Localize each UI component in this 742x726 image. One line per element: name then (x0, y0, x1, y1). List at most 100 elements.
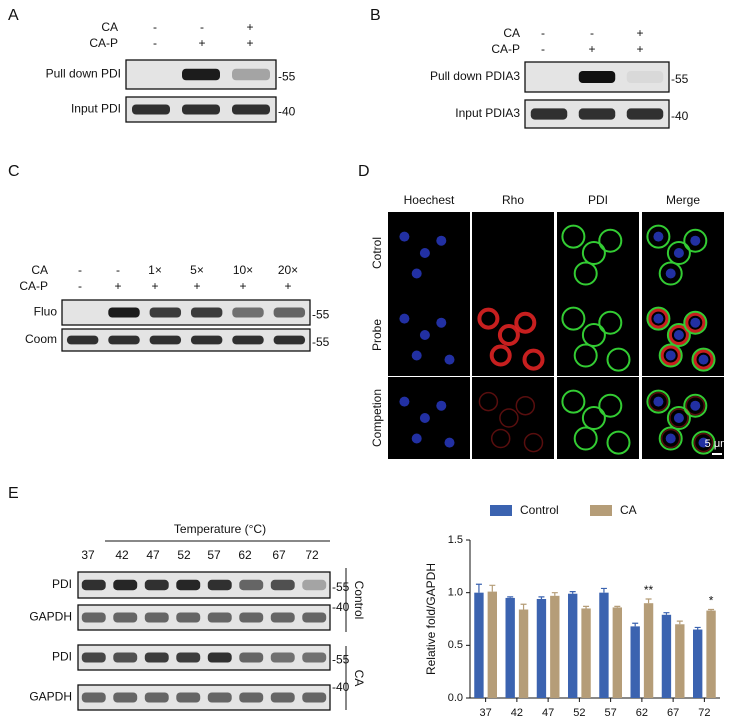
sign: + (636, 26, 643, 40)
blot-band (182, 104, 220, 115)
blot-band (270, 652, 295, 663)
scale-bar-label: 5 μm (705, 438, 730, 450)
nucleus (665, 350, 676, 361)
nucleus (673, 248, 684, 258)
blot-band (270, 579, 295, 591)
rho-signal (490, 428, 511, 449)
blot-band (302, 612, 327, 623)
blot-band (190, 335, 223, 345)
legend-swatch (590, 505, 612, 516)
pdi-signal (581, 323, 606, 347)
blot-band (578, 108, 616, 120)
micrograph (472, 377, 554, 459)
sign: - (153, 36, 157, 50)
pdi-signal (683, 228, 708, 253)
blot-band (207, 612, 232, 623)
blot-band (81, 652, 106, 663)
nucleus (436, 400, 447, 411)
nucleus (444, 437, 455, 448)
rho-signal (478, 391, 499, 412)
mw-marker: -40 (332, 680, 350, 694)
rho-signal (477, 307, 500, 330)
error-bar (632, 622, 639, 627)
pdi-signal (691, 430, 716, 455)
blot-band (113, 612, 138, 623)
blot-band (176, 579, 201, 591)
sign: - (590, 26, 594, 40)
rho-signal (669, 408, 689, 428)
rho-signal (660, 428, 681, 449)
group-label: Control (352, 581, 366, 620)
blot-band (578, 71, 616, 83)
blot-band (81, 692, 106, 703)
column-header: Rho (502, 193, 524, 207)
blot-band (113, 652, 138, 663)
pdi-signal (573, 261, 598, 286)
row-label: CA (101, 20, 118, 34)
blot-band (207, 692, 232, 703)
bar (518, 609, 529, 698)
blot-band (302, 652, 327, 663)
blot-label: Input PDIA3 (455, 106, 520, 120)
pdi-signal (581, 241, 606, 265)
row-label: Competion (370, 389, 384, 447)
pdi-signal (666, 406, 691, 430)
nucleus (698, 354, 709, 365)
sign: - (153, 20, 157, 34)
sign: - (78, 279, 82, 293)
rho-signal (499, 408, 519, 428)
nucleus (665, 433, 676, 444)
sign: + (239, 279, 246, 293)
pdi-signal (691, 347, 716, 372)
row-label: CA (31, 263, 48, 277)
row-label: CA-P (19, 279, 48, 293)
error-bar (569, 591, 576, 594)
row-label: Probe (370, 319, 384, 351)
row-label: CA (503, 26, 520, 40)
bar (487, 591, 497, 698)
blot-band (149, 335, 182, 345)
error-bar (583, 605, 590, 609)
blot-band (273, 307, 306, 318)
blot-band (176, 692, 201, 703)
pdi-signal (561, 389, 586, 414)
bar (550, 595, 560, 698)
mw-marker: -55 (332, 653, 350, 667)
blot-band (239, 612, 264, 623)
x-tick-label: 57 (605, 707, 617, 719)
micrograph (472, 212, 554, 294)
nucleus (698, 437, 709, 448)
blot-frame (61, 299, 311, 326)
y-tick-label: 0.5 (448, 639, 463, 651)
legend-label: CA (620, 503, 637, 517)
micrograph (557, 377, 639, 459)
mw-marker: -40 (332, 600, 350, 614)
x-tick-label: 42 (511, 707, 523, 719)
sign: - (78, 263, 82, 277)
blot-band (232, 335, 264, 345)
nucleus (444, 354, 455, 365)
y-tick-label: 1.5 (448, 534, 463, 546)
pdi-signal (658, 426, 683, 451)
pdi-signal (606, 347, 631, 372)
nucleus (399, 231, 410, 242)
x-tick-label: 52 (573, 707, 585, 719)
sign: 10× (233, 263, 253, 277)
rho-signal (489, 344, 512, 367)
blot-label: Coom (25, 332, 57, 346)
blot-band (66, 335, 99, 345)
blot-band (239, 652, 264, 663)
pdi-signal (666, 241, 691, 265)
y-tick-label: 0.0 (448, 692, 463, 704)
error-bar (645, 598, 652, 604)
nucleus (419, 413, 430, 423)
sign: + (198, 36, 205, 50)
blot-band (108, 307, 140, 318)
blot-label: Pull down PDIA3 (430, 69, 520, 83)
temperature: 62 (238, 548, 252, 562)
sign: + (246, 20, 253, 34)
rho-signal (692, 348, 715, 371)
bar (630, 626, 640, 698)
pdi-signal (646, 389, 671, 414)
nucleus (690, 400, 701, 411)
